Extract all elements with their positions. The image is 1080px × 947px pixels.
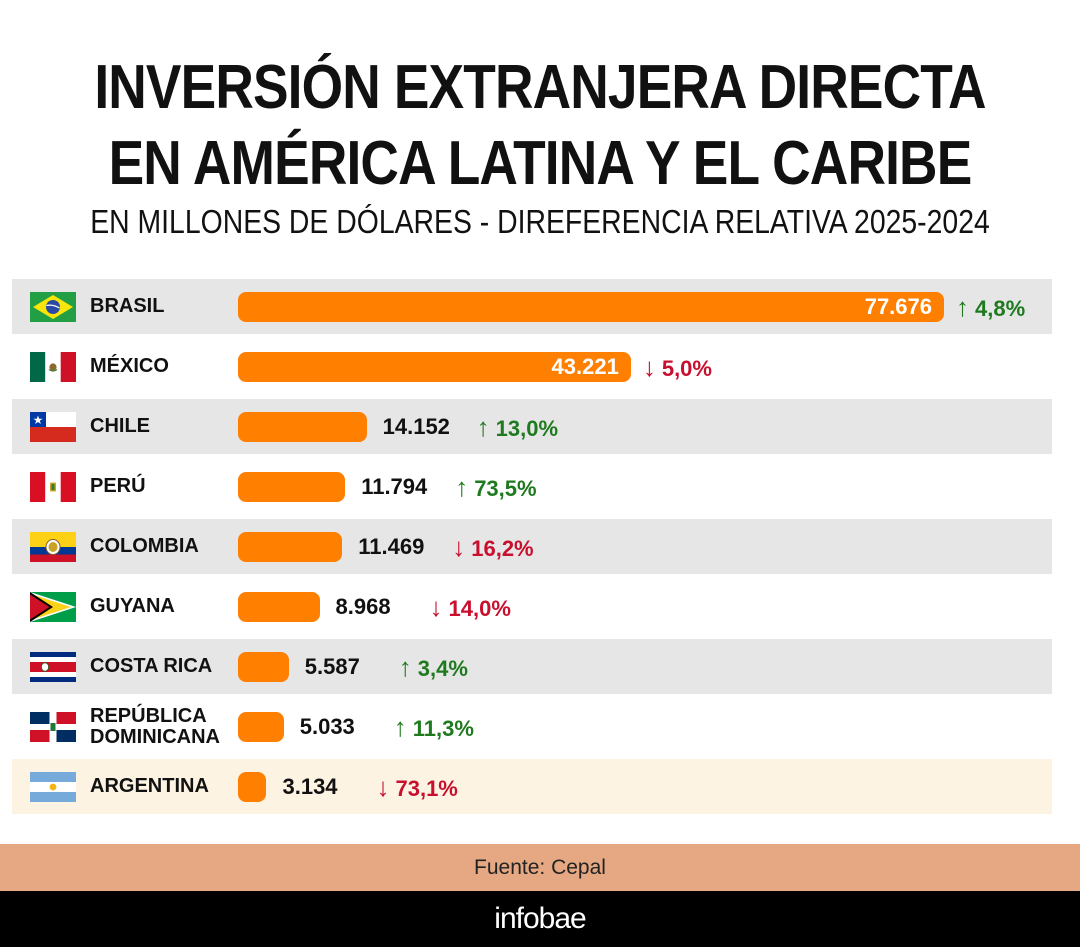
value-label: 77.676: [864, 293, 932, 319]
chart-row: [12, 759, 1052, 814]
arrow-down-icon: ↓: [642, 351, 656, 382]
bar: [238, 351, 631, 382]
value-label: 3.134: [282, 773, 338, 799]
chart-row: [12, 399, 1052, 454]
value-label: 14.152: [382, 413, 450, 439]
country-label-line: MÉXICO: [90, 355, 169, 377]
bar: [238, 591, 320, 622]
bar: [238, 651, 289, 682]
change-value: 5,0%: [661, 355, 712, 381]
value-label: 5.587: [304, 653, 360, 679]
chart-subtitle: EN MILLONES DE DÓLARES - DIREFERENCIA RE…: [90, 203, 990, 240]
flag-costa-rica-icon: [30, 651, 76, 682]
change-label: ↓ 5,0%: [643, 352, 712, 384]
change-value: 73,5%: [474, 475, 537, 501]
chart-title: INVERSIÓN EXTRANJERA DIRECTA EN AMÉRICA …: [76, 50, 1005, 202]
change-label: ↑ 4,8%: [956, 292, 1025, 324]
country-label-line: ARGENTINA: [90, 775, 209, 797]
brand-logo: infobae: [494, 902, 586, 935]
chart-title-line-1: INVERSIÓN EXTRANJERA DIRECTA: [94, 53, 986, 122]
flag-mexico-icon: [30, 351, 76, 382]
flag-chile-icon: [30, 411, 76, 442]
flag-brazil-icon: [30, 291, 76, 322]
country-label-line: COSTA RICA: [90, 655, 213, 677]
country-label-line: REPÚBLICA: [90, 704, 207, 727]
change-value: 4,8%: [975, 295, 1026, 321]
source-label: Fuente: Cepal: [474, 856, 606, 879]
value-label: 11.794: [361, 473, 428, 499]
bar: [238, 411, 367, 442]
value-label: 5.033: [299, 713, 355, 739]
arrow-up-icon: ↑: [455, 471, 469, 502]
arrow-down-icon: ↓: [429, 591, 443, 622]
source-footer: Fuente: Cepal: [0, 844, 1080, 891]
country-label: GUYANA: [90, 596, 240, 617]
country-label: ARGENTINA: [90, 776, 240, 797]
chart-row: [12, 519, 1052, 574]
change-label: ↓ 14,0%: [430, 592, 511, 624]
bar: [238, 771, 267, 802]
bar: [238, 531, 343, 562]
change-value: 11,3%: [412, 715, 474, 741]
change-value: 73,1%: [395, 775, 458, 801]
flag-argentina-icon: [30, 771, 76, 802]
change-label: ↑ 11,3%: [394, 712, 474, 744]
brand-footer: infobae: [0, 891, 1080, 947]
change-value: 16,2%: [471, 535, 534, 561]
value-label: 11.469: [358, 533, 425, 559]
change-label: ↑ 3,4%: [399, 652, 468, 684]
change-label: ↑ 73,5%: [455, 472, 536, 504]
bar: [238, 291, 944, 322]
arrow-down-icon: ↓: [376, 771, 390, 802]
bar: [238, 711, 284, 742]
country-label: COSTA RICA: [90, 656, 240, 677]
arrow-up-icon: ↑: [398, 651, 412, 682]
flag-guyana-icon: [30, 591, 76, 622]
country-label: MÉXICO: [90, 356, 240, 377]
value-label: 43.221: [551, 353, 619, 379]
flag-dominican-republic-icon: [30, 711, 76, 742]
arrow-up-icon: ↑: [393, 711, 407, 742]
country-label-line: PERÚ: [90, 475, 146, 497]
change-label: ↑ 13,0%: [477, 412, 558, 444]
country-label: PERÚ: [90, 476, 240, 497]
flag-colombia-icon: [30, 531, 76, 562]
country-label-line: BRASIL: [90, 295, 165, 317]
bar: [238, 471, 346, 502]
change-value: 3,4%: [417, 655, 468, 681]
change-label: ↓ 16,2%: [452, 532, 533, 564]
chart-title-line-2: EN AMÉRICA LATINA Y EL CARIBE: [108, 129, 973, 198]
country-label-line: COLOMBIA: [90, 535, 199, 557]
change-value: 14,0%: [448, 595, 511, 621]
country-label: REPÚBLICA DOMINICANA: [90, 704, 240, 748]
country-label: BRASIL: [90, 296, 240, 317]
country-label: COLOMBIA: [90, 536, 240, 557]
arrow-down-icon: ↓: [452, 531, 466, 562]
country-label-line: DOMINICANA: [90, 725, 220, 748]
country-label-line: GUYANA: [90, 595, 175, 617]
chart-row: [12, 639, 1052, 694]
change-value: 13,0%: [495, 415, 559, 441]
arrow-up-icon: ↑: [476, 411, 490, 442]
flag-peru-icon: [30, 471, 76, 502]
arrow-up-icon: ↑: [956, 291, 969, 322]
country-label: CHILE: [90, 416, 240, 437]
value-label: 8.968: [335, 593, 391, 619]
country-label-line: CHILE: [90, 415, 150, 437]
change-label: ↓ 73,1%: [376, 772, 457, 804]
